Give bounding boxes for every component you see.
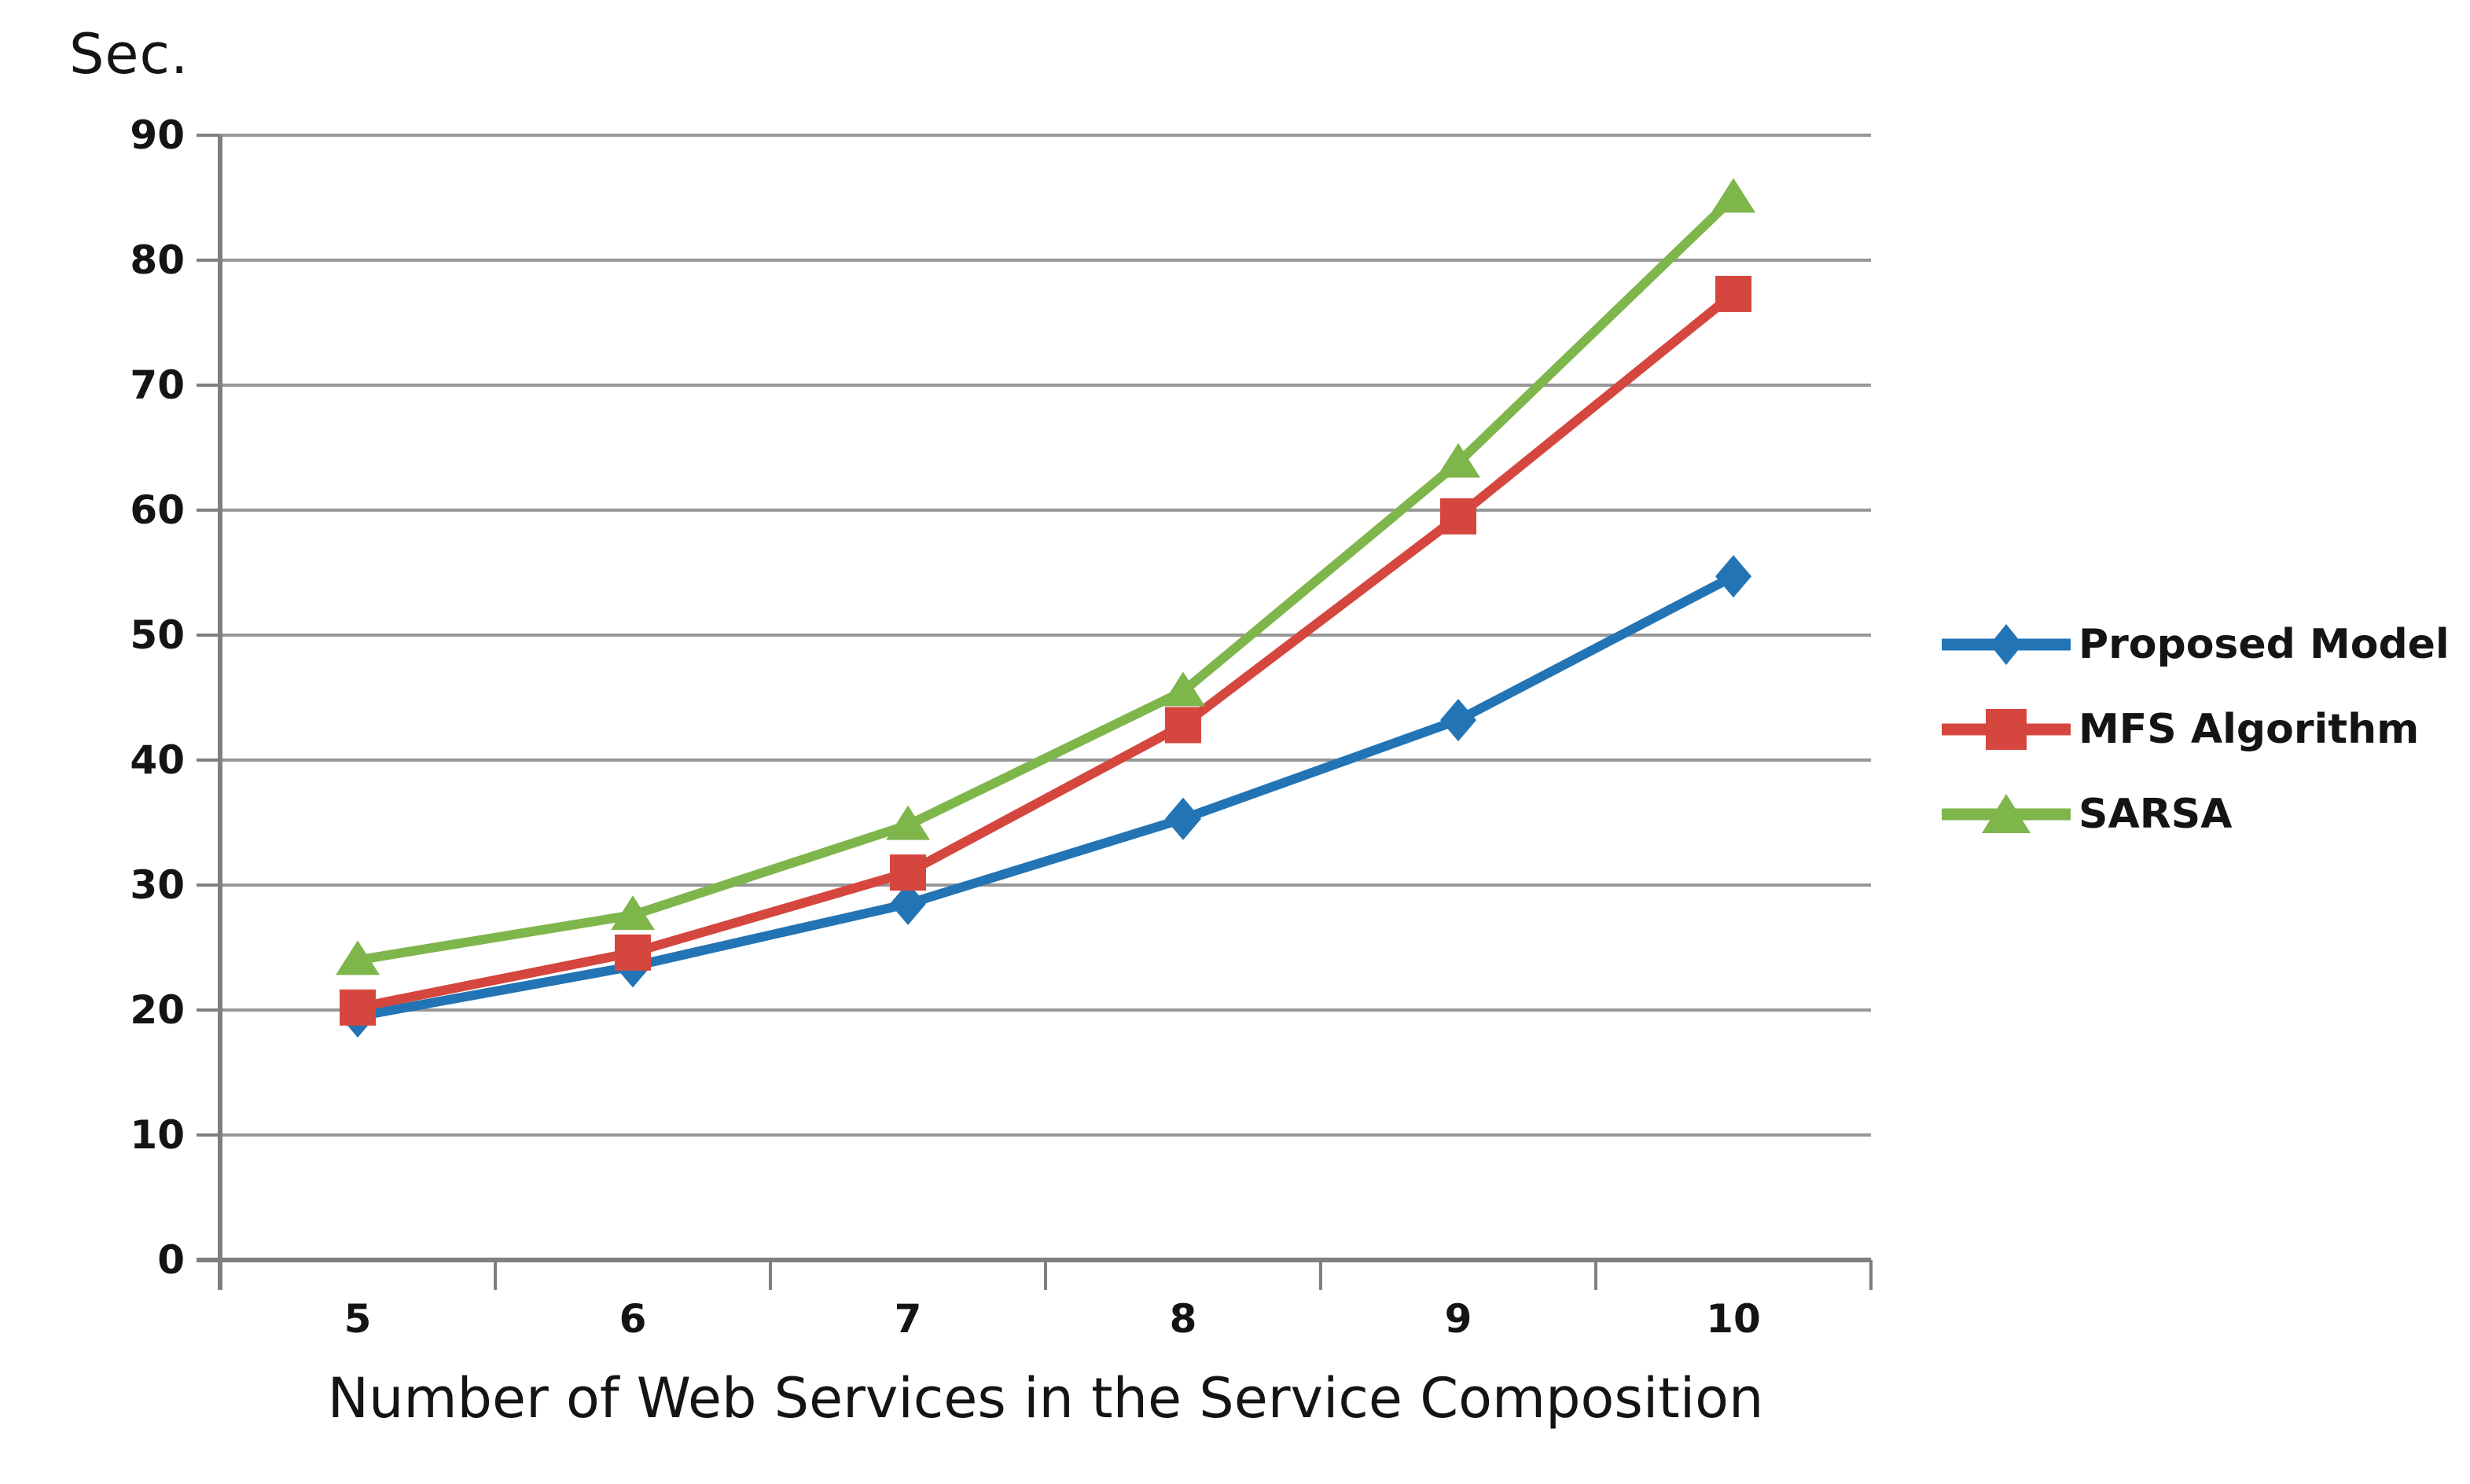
- data-point-marker: [1165, 797, 1201, 840]
- diamond-marker-swatch-icon: [1942, 624, 2071, 665]
- x-tick-label: 9: [1444, 1296, 1472, 1342]
- y-tick-label: 80: [130, 237, 185, 283]
- x-tick-label: 8: [1169, 1296, 1197, 1342]
- legend-label: Proposed Model: [2079, 621, 2450, 668]
- data-point-marker: [340, 989, 376, 1026]
- data-point-marker: [1165, 707, 1201, 744]
- data-point-marker: [1440, 699, 1476, 742]
- y-axis-title: Sec.: [69, 22, 189, 86]
- y-tick-label: 10: [130, 1112, 185, 1158]
- series-line-sarsa: [353, 193, 1738, 965]
- y-tick-label: 70: [130, 362, 185, 408]
- x-tick-label: 6: [619, 1296, 647, 1342]
- y-tick-label: 60: [130, 487, 185, 533]
- data-point-marker: [890, 882, 926, 925]
- series-line-proposed-model: [353, 571, 1738, 1021]
- y-tick-label: 90: [130, 112, 185, 158]
- series-line-mfs-algorithm: [353, 288, 1738, 1012]
- data-point-marker: [1161, 671, 1205, 707]
- y-tick-label: 0: [157, 1237, 185, 1283]
- data-point-marker: [1715, 555, 1751, 598]
- y-tick-label: 50: [130, 612, 185, 658]
- y-tick-label: 20: [130, 987, 185, 1033]
- x-tick-label: 10: [1706, 1296, 1761, 1342]
- y-tick-label: 30: [130, 862, 185, 908]
- triangle-marker-swatch-icon: [1942, 794, 2071, 833]
- data-point-marker: [1440, 498, 1476, 534]
- square-marker-swatch-icon: [1942, 709, 2071, 750]
- legend-item-mfs-algorithm: MFS Algorithm: [1942, 704, 2450, 755]
- legend-item-proposed-model: Proposed Model: [1942, 619, 2450, 670]
- x-tick-label: 5: [344, 1296, 372, 1342]
- data-point-marker: [336, 940, 380, 975]
- y-tick-label: 40: [130, 737, 185, 783]
- chart-legend: Proposed Model MFS Algorithm SARSA: [1942, 619, 2450, 874]
- legend-label: MFS Algorithm: [2079, 706, 2420, 753]
- legend-label: SARSA: [2079, 791, 2233, 838]
- data-point-marker: [1436, 443, 1480, 478]
- x-axis-title: Number of Web Services in the Service Co…: [327, 1366, 1764, 1431]
- legend-item-sarsa: SARSA: [1942, 789, 2450, 839]
- data-point-marker: [615, 934, 651, 971]
- data-point-marker: [611, 895, 655, 931]
- data-point-marker: [886, 805, 930, 840]
- data-point-marker: [890, 854, 926, 891]
- x-tick-label: 7: [894, 1296, 922, 1342]
- data-point-marker: [1715, 275, 1751, 312]
- data-point-marker: [1711, 178, 1755, 213]
